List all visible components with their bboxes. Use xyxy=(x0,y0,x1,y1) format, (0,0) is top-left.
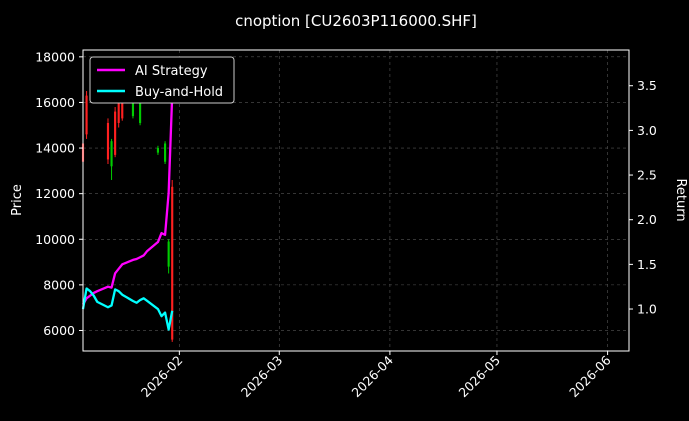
right-tick-label: 2.0 xyxy=(637,212,657,227)
candle-body xyxy=(171,186,174,340)
candle-body xyxy=(131,91,135,117)
left-tick-label: 8000 xyxy=(43,277,75,292)
legend: AI Strategy Buy-and-Hold xyxy=(89,56,235,104)
legend-label-buy-and-hold: Buy-and-Hold xyxy=(135,85,223,100)
candle-body xyxy=(164,143,167,162)
series-lines xyxy=(81,94,174,331)
candle-body xyxy=(117,102,120,123)
right-tick-label: 2.5 xyxy=(637,168,657,183)
right-axis-label: Return xyxy=(673,178,688,221)
left-tick-label: 10000 xyxy=(35,232,75,247)
right-tick-label: 1.5 xyxy=(637,257,657,272)
candle-body xyxy=(139,95,142,123)
right-tick-label: 3.0 xyxy=(637,123,657,138)
left-tick-label: 6000 xyxy=(43,323,75,338)
left-axis-label: Price xyxy=(10,184,25,216)
legend-box xyxy=(89,56,235,104)
candle-body xyxy=(85,95,88,135)
buy-and-hold-line xyxy=(81,287,174,331)
left-tick-label: 18000 xyxy=(35,49,75,64)
left-axis: 6000 8000 10000 12000 14000 16000 18000 xyxy=(35,49,83,338)
candle-body xyxy=(167,241,170,267)
right-axis: 1.0 1.5 2.0 2.5 3.0 3.5 xyxy=(629,78,657,317)
right-tick-label: 1.0 xyxy=(637,302,657,317)
left-tick-label: 14000 xyxy=(35,141,75,156)
grid xyxy=(83,50,629,351)
candle-body xyxy=(106,122,110,160)
candle-body xyxy=(156,148,160,153)
left-tick-label: 16000 xyxy=(35,95,75,110)
ai-strategy-line xyxy=(82,94,174,306)
legend-label-ai-strategy: AI Strategy xyxy=(135,64,208,79)
chart-title: cnoption [CU2603P116000.SHF] xyxy=(235,12,477,30)
candle-body xyxy=(110,141,113,167)
plot-frame xyxy=(82,49,630,352)
right-tick-label: 3.5 xyxy=(637,78,657,93)
candle-body xyxy=(114,111,117,155)
candle-body xyxy=(121,95,124,119)
left-tick-label: 12000 xyxy=(35,186,75,201)
